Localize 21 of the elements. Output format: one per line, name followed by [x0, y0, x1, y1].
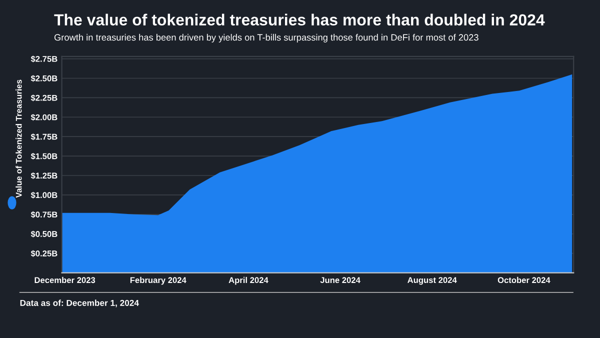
- x-tick-label: June 2024: [320, 277, 360, 284]
- x-tick-label: October 2024: [498, 276, 550, 284]
- y-tick-label: $2.25B: [30, 94, 58, 102]
- y-tick-label: $2.75B: [30, 56, 58, 62]
- y-tick-label: $2.00B: [30, 114, 58, 121]
- text: Data as of: December 1, 2024: [20, 300, 139, 308]
- y-tick-label: $0.50B: [30, 230, 58, 238]
- x-tick-label: April 2024: [228, 276, 268, 285]
- y-tick-label: $0.75B: [30, 211, 58, 218]
- y-tick-label: $1.00B: [30, 192, 58, 199]
- chart-title: The value of tokenized treasuries has more than doubled in 2024: [54, 14, 545, 26]
- y-tick-label: $0.25B: [30, 250, 58, 257]
- x-tick-label: February 2024: [130, 276, 186, 285]
- x-tick-label: December 2023: [34, 276, 96, 284]
- chart-subtitle: Growth in treasuries has been driven by yields on T-bills surpassing those found in DeFi for most of 2023: [54, 34, 478, 42]
- y-tick-label: $1.75B: [30, 133, 58, 140]
- x-tick-label: August 2024: [408, 277, 457, 285]
- y-tick-label: $1.25B: [30, 172, 58, 180]
- y-tick-label: $1.50B: [30, 152, 58, 160]
- y-axis-title: Value of Tokenized Treasuries: [16, 80, 22, 198]
- y-tick-label: $2.50B: [30, 75, 58, 82]
